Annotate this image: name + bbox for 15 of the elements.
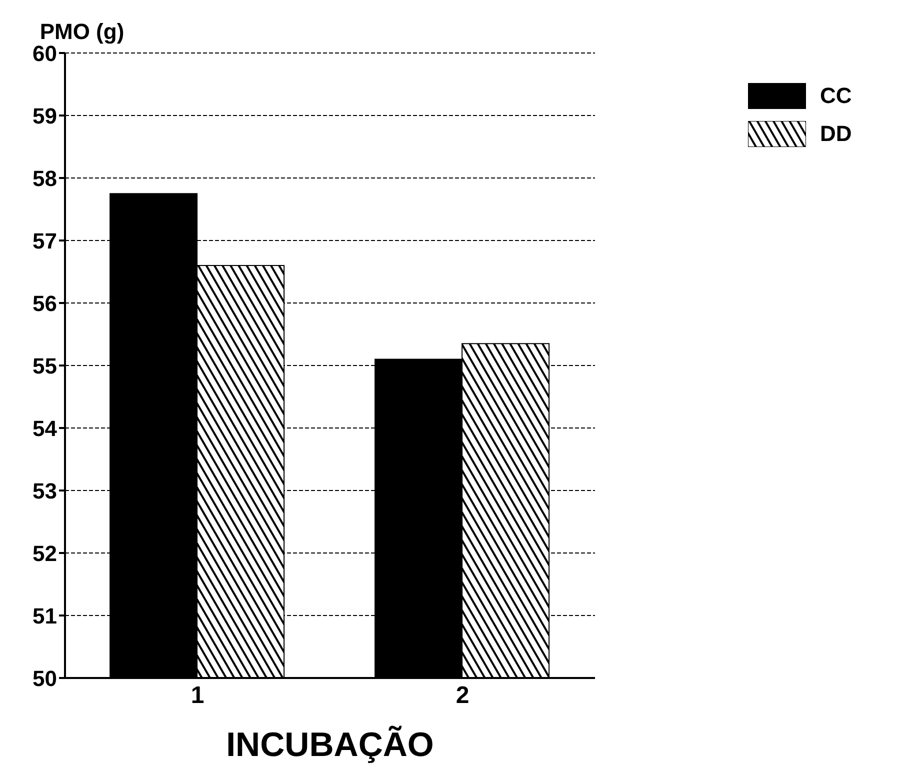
y-tick-label: 56 (32, 290, 57, 316)
y-tick-label: 50 (32, 666, 57, 691)
legend-label: CC (820, 83, 852, 109)
y-tick-label: 51 (32, 603, 57, 628)
x-axis-title: INCUBAÇÃO (226, 725, 434, 764)
y-tick-label: 53 (32, 478, 57, 504)
x-tick-label: 2 (456, 682, 470, 710)
y-tick-label: 55 (32, 353, 57, 378)
y-tick-label: 58 (32, 166, 57, 191)
y-tick-label: 59 (32, 103, 57, 128)
y-tick-label: 52 (32, 540, 57, 566)
y-tick-label: 57 (32, 228, 57, 254)
x-tick-label: 1 (190, 682, 204, 710)
legend-label: DD (820, 121, 852, 147)
y-tick-label: 54 (32, 416, 58, 441)
